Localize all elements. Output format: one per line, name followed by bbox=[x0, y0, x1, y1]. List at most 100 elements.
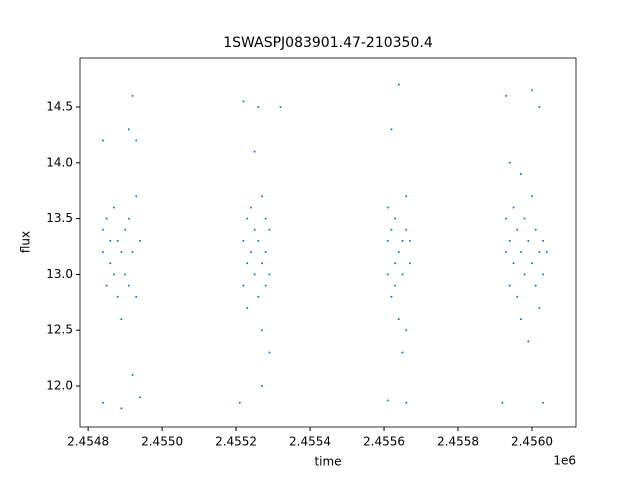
point bbox=[512, 262, 515, 265]
point bbox=[386, 399, 389, 402]
point bbox=[131, 94, 134, 97]
x-tick-label: 2.4548 bbox=[67, 435, 109, 449]
point bbox=[519, 172, 522, 175]
point bbox=[260, 195, 263, 198]
point bbox=[397, 83, 400, 86]
x-axis-label: time bbox=[314, 455, 341, 469]
point bbox=[113, 206, 116, 209]
point bbox=[131, 373, 134, 376]
point bbox=[394, 262, 397, 265]
point bbox=[131, 251, 134, 254]
x-tick-label: 2.4556 bbox=[363, 435, 405, 449]
point bbox=[390, 295, 393, 298]
point bbox=[113, 273, 116, 276]
point bbox=[542, 273, 545, 276]
point bbox=[279, 105, 282, 108]
point bbox=[405, 329, 408, 332]
point bbox=[257, 239, 260, 242]
point bbox=[127, 128, 130, 131]
point bbox=[501, 401, 504, 404]
point bbox=[238, 401, 241, 404]
point bbox=[542, 401, 545, 404]
point bbox=[390, 128, 393, 131]
point bbox=[135, 139, 138, 142]
point bbox=[268, 273, 271, 276]
point bbox=[397, 251, 400, 254]
y-tick-label: 13.5 bbox=[46, 211, 73, 225]
point bbox=[401, 273, 404, 276]
point bbox=[105, 217, 108, 220]
point bbox=[249, 251, 252, 254]
point bbox=[405, 401, 408, 404]
point bbox=[260, 329, 263, 332]
point bbox=[530, 89, 533, 92]
point bbox=[109, 262, 112, 265]
point bbox=[505, 251, 508, 254]
point bbox=[530, 195, 533, 198]
point bbox=[519, 318, 522, 321]
y-tick-label: 12.5 bbox=[46, 323, 73, 337]
point bbox=[249, 206, 252, 209]
point bbox=[516, 228, 519, 231]
point bbox=[116, 295, 119, 298]
y-tick-label: 14.0 bbox=[46, 155, 73, 169]
point bbox=[523, 217, 526, 220]
point bbox=[527, 239, 530, 242]
point bbox=[135, 295, 138, 298]
point bbox=[394, 217, 397, 220]
point bbox=[401, 351, 404, 354]
point bbox=[508, 239, 511, 242]
point bbox=[101, 228, 104, 231]
point bbox=[124, 228, 127, 231]
y-tick-label: 13.0 bbox=[46, 267, 73, 281]
point bbox=[138, 239, 141, 242]
y-tick-label: 12.0 bbox=[46, 379, 73, 393]
x-tick-label: 2.4550 bbox=[141, 435, 183, 449]
x-tick-label: 2.4560 bbox=[511, 435, 553, 449]
point bbox=[253, 228, 256, 231]
point bbox=[105, 284, 108, 287]
point bbox=[530, 262, 533, 265]
point bbox=[397, 318, 400, 321]
point bbox=[127, 284, 130, 287]
x-offset-label: 1e6 bbox=[553, 454, 576, 468]
y-tick-label: 14.5 bbox=[46, 99, 73, 113]
point bbox=[116, 239, 119, 242]
point bbox=[101, 139, 104, 142]
point bbox=[120, 318, 123, 321]
point bbox=[527, 340, 530, 343]
point bbox=[242, 239, 245, 242]
point bbox=[401, 239, 404, 242]
point bbox=[124, 273, 127, 276]
point bbox=[109, 239, 112, 242]
point bbox=[505, 94, 508, 97]
point bbox=[519, 251, 522, 254]
point bbox=[405, 228, 408, 231]
point bbox=[242, 100, 245, 103]
point bbox=[408, 239, 411, 242]
point bbox=[246, 262, 249, 265]
point bbox=[268, 228, 271, 231]
point bbox=[268, 351, 271, 354]
x-tick-label: 2.4554 bbox=[289, 435, 331, 449]
point bbox=[386, 206, 389, 209]
point bbox=[534, 284, 537, 287]
point bbox=[538, 105, 541, 108]
point bbox=[394, 284, 397, 287]
point bbox=[386, 273, 389, 276]
point bbox=[505, 217, 508, 220]
point bbox=[508, 284, 511, 287]
point bbox=[405, 195, 408, 198]
point bbox=[534, 228, 537, 231]
point bbox=[138, 396, 141, 399]
point bbox=[264, 217, 267, 220]
x-tick-label: 2.4552 bbox=[215, 435, 257, 449]
point bbox=[253, 273, 256, 276]
y-axis-label: flux bbox=[19, 231, 33, 253]
point bbox=[260, 262, 263, 265]
point bbox=[242, 284, 245, 287]
point bbox=[264, 251, 267, 254]
point bbox=[538, 306, 541, 309]
point bbox=[135, 195, 138, 198]
